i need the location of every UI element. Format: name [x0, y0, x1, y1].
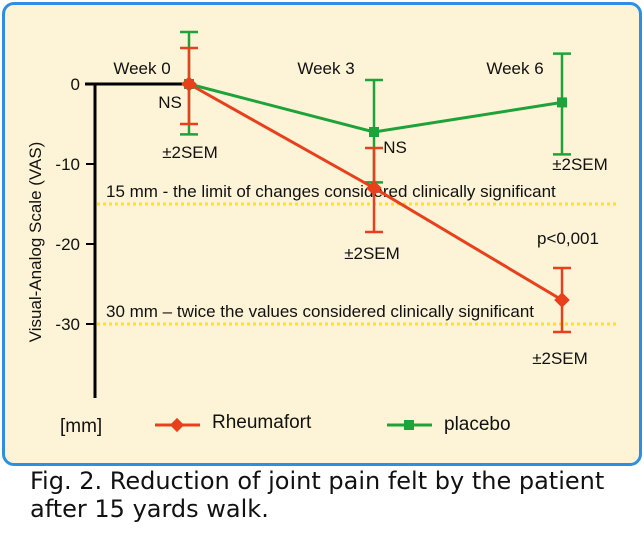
- vas-chart: Visual-Analog Scale (VAS) 15 mm - the li…: [26, 30, 618, 437]
- annotation-sem-week0: ±2SEM: [162, 143, 218, 162]
- data-point: [557, 97, 567, 108]
- legend-marker-placebo: [404, 420, 414, 430]
- legend-label-placebo: placebo: [444, 414, 511, 435]
- y-tick-label: -30: [55, 315, 80, 334]
- category-label-week6: Week 6: [486, 59, 543, 78]
- annotation-ns-week3: NS: [383, 138, 407, 157]
- series-placebo: [180, 30, 571, 184]
- unit-label: [mm]: [60, 416, 102, 437]
- y-tick-label: -10: [55, 155, 80, 174]
- ref-label-30: 30 mm – twice the values considered clin…: [106, 302, 534, 321]
- category-label-week3: Week 3: [297, 59, 354, 78]
- annotation-ns-week0: NS: [158, 93, 182, 112]
- annotation-sem-week3: ±2SEM: [344, 244, 400, 263]
- category-label-week0: Week 0: [113, 59, 170, 78]
- figure-caption: Fig. 2. Reduction of joint pain felt by …: [30, 467, 605, 523]
- series-line-placebo: [188, 82, 563, 134]
- annotation-sem-week6-placebo: ±2SEM: [552, 155, 608, 174]
- legend-marker-rheumafort: [169, 417, 185, 433]
- legend: Rheumafort placebo: [155, 412, 511, 435]
- y-axis-label: Visual-Analog Scale (VAS): [26, 142, 45, 343]
- data-point: [366, 180, 382, 196]
- data-point: [369, 127, 379, 137]
- annotation-sem-week6-rheumafort: ±2SEM: [532, 349, 588, 368]
- ref-label-15: 15 mm - the limit of changes considered …: [106, 182, 556, 201]
- y-tick-label: 0: [71, 75, 80, 94]
- legend-label-rheumafort: Rheumafort: [212, 412, 312, 433]
- chart-panel: [2, 2, 642, 466]
- annotation-p-week6: p<0,001: [537, 229, 599, 248]
- y-tick-label: -20: [55, 235, 80, 254]
- series-rheumafort: [180, 46, 571, 334]
- data-point: [181, 76, 197, 92]
- data-point: [554, 292, 570, 308]
